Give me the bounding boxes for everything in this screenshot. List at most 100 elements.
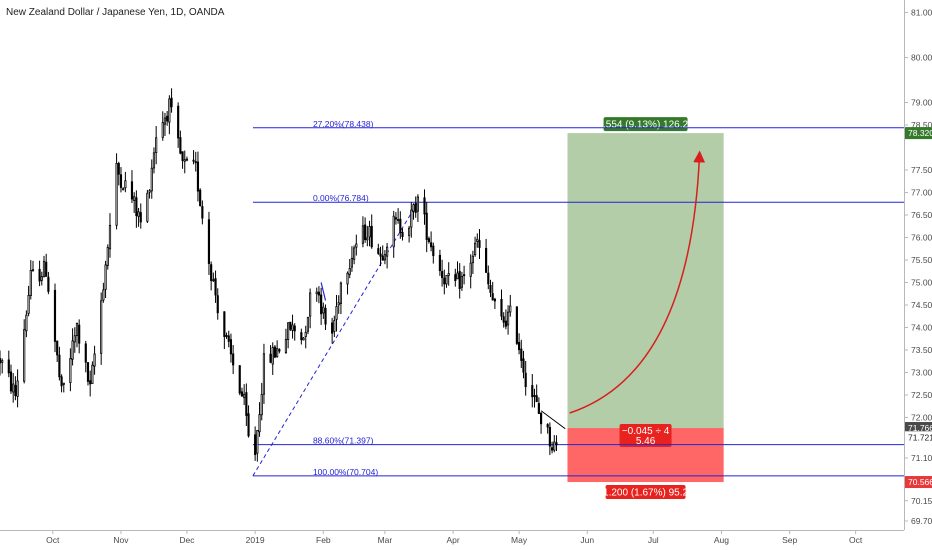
candle-body [273, 346, 277, 358]
time-tick-label: Oct [46, 535, 60, 545]
candle-body [438, 254, 441, 272]
candle-body [170, 97, 173, 108]
time-tick-label: Oct [849, 535, 863, 545]
candle-body [291, 324, 294, 331]
candle-body [201, 206, 204, 219]
candle-body [62, 382, 65, 385]
candle-body [383, 254, 386, 261]
drawing-overlay [320, 150, 706, 430]
price-tag-label: 71.721 [908, 432, 932, 442]
fib-trend-line[interactable] [252, 201, 419, 477]
candle-body [58, 354, 61, 378]
candle-body [522, 358, 525, 373]
candle-body [287, 322, 290, 340]
candle-body [247, 413, 250, 437]
candle-body [300, 332, 303, 341]
candle-body [115, 162, 118, 226]
candle-body [458, 271, 461, 290]
fib-level-label: 27.20%(78.438) [313, 119, 374, 129]
time-tick-label: Jun [580, 535, 594, 545]
candle-body [71, 340, 74, 360]
candle-body [289, 321, 292, 330]
candle-body [425, 212, 428, 240]
price-tick-label: 74.500 [911, 300, 932, 310]
price-tick-label: 75.500 [911, 255, 932, 265]
candle-body [122, 188, 125, 191]
candle-body [430, 242, 433, 248]
candle-body [553, 441, 556, 451]
candle-body [502, 316, 505, 323]
candle-body [75, 323, 79, 336]
price-tick-label: 76.000 [911, 233, 932, 243]
profit-label: 6.554 (9.13%) 126.22 [597, 117, 694, 132]
position-tool[interactable]: 6.554 (9.13%) 126.22 1.200 (1.67%) 95.2 −0… [567, 117, 724, 500]
candle-body [93, 353, 96, 367]
candle-body [89, 380, 92, 385]
candle-body [119, 174, 123, 188]
candle-body [284, 338, 288, 353]
candle-body [45, 261, 48, 277]
candle-body [7, 359, 10, 374]
candle-body [23, 329, 26, 382]
time-tick-label: Apr [446, 535, 459, 545]
candle-body [346, 272, 349, 285]
time-tick-label: 2019 [246, 535, 265, 545]
profit-zone[interactable] [567, 133, 724, 429]
candle-body [394, 217, 397, 220]
candle-body [0, 358, 2, 364]
entry-label: −0.045 ÷ 45.46 [619, 424, 672, 448]
time-tick-label: Mar [378, 535, 393, 545]
candle-body [315, 291, 318, 295]
candle-body [456, 272, 459, 280]
candle-body [333, 320, 336, 332]
candle-body [441, 271, 444, 278]
candle-body [14, 385, 17, 396]
candle-body [207, 219, 211, 264]
price-tick-label: 76.500 [911, 210, 932, 220]
candle-body [106, 247, 109, 266]
candle-body [460, 275, 463, 288]
candle-body [177, 105, 180, 139]
candlestick-series [0, 88, 558, 462]
price-tick-label: 77.000 [911, 188, 932, 198]
price-axis[interactable]: 81.000 80.000 79.000 78.500 77.500 77.000 76.5… [904, 0, 932, 530]
candle-body [124, 180, 127, 189]
candle-body [27, 294, 30, 314]
candle-body [12, 383, 15, 393]
candle-body [331, 322, 334, 334]
candle-body [47, 276, 50, 292]
price-tick-label: 80.000 [911, 53, 932, 63]
candle-body [293, 325, 296, 332]
candle-body [487, 272, 490, 285]
time-axis[interactable]: Oct Nov Dec 2019 Feb Mar Apr May Jun Jul Aug Sep Oct [0, 530, 904, 545]
candle-body [539, 412, 543, 425]
candle-body [537, 403, 540, 414]
candle-body [258, 414, 261, 433]
candle-body [135, 197, 138, 216]
candle-body [392, 215, 395, 248]
price-tick-label: 81.000 [911, 8, 932, 18]
candle-body [53, 289, 57, 342]
price-tick-label: 72.000 [911, 413, 932, 423]
profit-label-text: 6.554 (9.13%) 126.22 [597, 120, 694, 131]
candle-body [518, 341, 521, 351]
candle-body [148, 190, 151, 193]
fib-retracement[interactable]: 27.20%(78.438) 0.00%(76.784) 88.60%(71.397… [252, 119, 904, 477]
candle-body [515, 306, 518, 344]
candle-body [139, 212, 142, 223]
candle-body [491, 293, 494, 301]
candle-body [130, 181, 134, 200]
pattern-mark [320, 282, 327, 301]
candle-body [133, 196, 136, 201]
price-tag-label: 71.766 [908, 423, 932, 433]
candle-body [447, 273, 450, 276]
candle-body [550, 447, 554, 451]
chart-title: New Zealand Dollar / Japanese Yen, 1D, O… [6, 7, 225, 18]
entry-label-line2: 5.46 [636, 436, 656, 447]
candle-body [478, 240, 481, 248]
fib-level-label: 100.00%(70.704) [313, 467, 378, 477]
candle-body [196, 161, 200, 192]
price-tag-bg [905, 431, 932, 444]
